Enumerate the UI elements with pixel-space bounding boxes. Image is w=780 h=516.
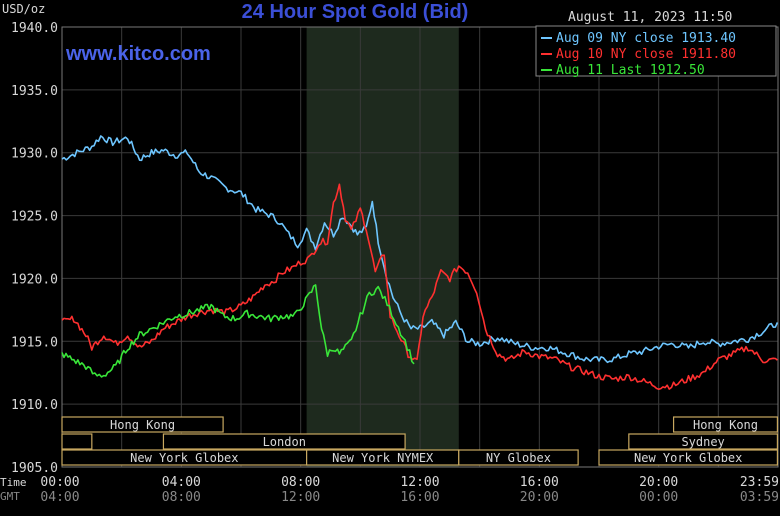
legend-entry-aug11: Aug 11 Last 1912.50 xyxy=(556,63,705,78)
session-box xyxy=(628,433,779,450)
legend-entry-aug09: Aug 09 NY close 1913.40 xyxy=(556,31,736,46)
series-layer xyxy=(61,135,779,390)
x-tick-gmt: 16:00 xyxy=(400,490,439,505)
session-box xyxy=(598,449,779,466)
session-layer: Hong Kong London New York Globex New York N… xyxy=(61,416,779,466)
session-box xyxy=(458,449,579,466)
session-box xyxy=(61,433,93,450)
session-label: Hong Kong xyxy=(693,418,758,432)
x-axis-ticks: TimeGMT00:0004:0004:0008:0008:0012:0012:… xyxy=(0,475,779,505)
session-label: New York NYMEX xyxy=(332,451,434,465)
x-row-label-time: Time xyxy=(0,476,27,489)
x-tick-time: 23:59 xyxy=(740,475,779,490)
x-tick-gmt: 04:00 xyxy=(40,490,79,505)
timestamp: August 11, 2023 11:50 xyxy=(568,10,732,25)
chart-title: 24 Hour Spot Gold (Bid) xyxy=(242,1,469,23)
x-tick-time: 16:00 xyxy=(520,475,559,490)
y-tick-label: 1905.0 xyxy=(11,461,58,476)
x-tick-time: 20:00 xyxy=(639,475,678,490)
x-tick-gmt: 12:00 xyxy=(281,490,320,505)
y-tick-label: 1915.0 xyxy=(11,335,58,350)
y-axis-ticks: 1940.0 1935.0 1930.0 1925.0 1920.0 1915.0 1910… xyxy=(11,21,58,476)
plot-frame xyxy=(61,26,779,468)
x-tick-gmt: 03:59 xyxy=(740,490,779,505)
unit-label: USD/oz xyxy=(2,2,45,16)
session-box xyxy=(162,433,406,450)
x-tick-gmt: 20:00 xyxy=(520,490,559,505)
series-line-aug10 xyxy=(61,183,778,390)
session-label: Sydney xyxy=(681,435,724,449)
series-line-aug09 xyxy=(61,135,779,364)
x-tick-time: 08:00 xyxy=(281,475,320,490)
session-box xyxy=(672,416,779,433)
legend-entry-aug10: Aug 10 NY close 1911.80 xyxy=(556,47,736,62)
y-tick-label: 1930.0 xyxy=(11,147,58,162)
y-tick-label: 1910.0 xyxy=(11,398,58,413)
session-label: NY Globex xyxy=(486,451,551,465)
nymex-shade xyxy=(306,27,459,467)
x-row-label-gmt: GMT xyxy=(0,490,20,503)
nymex-shade-layer xyxy=(306,27,459,467)
session-label: London xyxy=(263,435,306,449)
session-label: New York Globex xyxy=(634,451,742,465)
y-tick-label: 1925.0 xyxy=(11,210,58,225)
x-tick-gmt: 00:00 xyxy=(639,490,678,505)
session-box xyxy=(61,416,224,433)
legend-box xyxy=(535,25,777,77)
session-label: New York Globex xyxy=(130,451,238,465)
x-tick-time: 00:00 xyxy=(40,475,79,490)
session-label: Hong Kong xyxy=(110,418,175,432)
x-tick-time: 12:00 xyxy=(400,475,439,490)
x-tick-time: 04:00 xyxy=(162,475,201,490)
series-line-aug11 xyxy=(61,284,415,378)
kitco-watermark: www.kitco.com xyxy=(65,43,211,65)
y-tick-label: 1920.0 xyxy=(11,272,58,287)
x-tick-gmt: 08:00 xyxy=(162,490,201,505)
y-tick-label: 1940.0 xyxy=(11,21,58,36)
y-tick-label: 1935.0 xyxy=(11,84,58,99)
